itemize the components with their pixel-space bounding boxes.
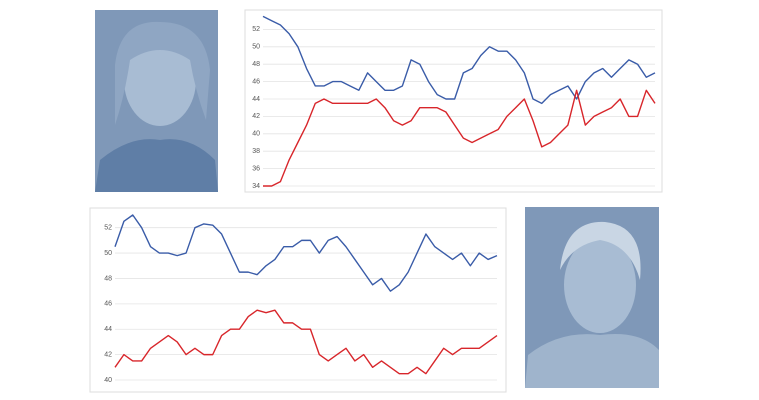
photo-shoulders xyxy=(95,139,218,192)
line-series xyxy=(263,89,656,187)
y-tick-label: 36 xyxy=(252,165,260,172)
y-tick-label: 44 xyxy=(252,96,260,103)
y-tick-label: 52 xyxy=(104,225,112,232)
y-tick-label: 46 xyxy=(252,78,260,85)
photo-face xyxy=(124,34,196,126)
y-tick-label: 34 xyxy=(252,183,260,190)
line-series xyxy=(262,15,656,105)
chart-panel xyxy=(244,9,663,193)
photo-hair xyxy=(115,21,210,125)
y-tick-label: 42 xyxy=(252,113,260,120)
photo-top xyxy=(95,10,218,192)
y-tick-label: 48 xyxy=(104,275,112,282)
y-tick-label: 40 xyxy=(252,131,260,138)
y-tick-label: 50 xyxy=(252,44,260,51)
line-series xyxy=(114,214,498,292)
photo-face xyxy=(564,237,636,333)
photo-bottom xyxy=(525,207,659,388)
y-tick-label: 40 xyxy=(104,377,112,384)
y-tick-label: 50 xyxy=(104,250,112,257)
y-tick-label: 46 xyxy=(104,301,112,308)
y-tick-label: 38 xyxy=(252,148,260,155)
y-tick-label: 44 xyxy=(104,326,112,333)
chart-panel xyxy=(89,207,507,393)
photo-hair xyxy=(560,221,641,280)
y-tick-label: 52 xyxy=(252,26,260,33)
y-tick-label: 48 xyxy=(252,61,260,68)
line-series xyxy=(114,309,498,375)
y-tick-label: 42 xyxy=(104,351,112,358)
photo-shirt xyxy=(525,334,659,388)
